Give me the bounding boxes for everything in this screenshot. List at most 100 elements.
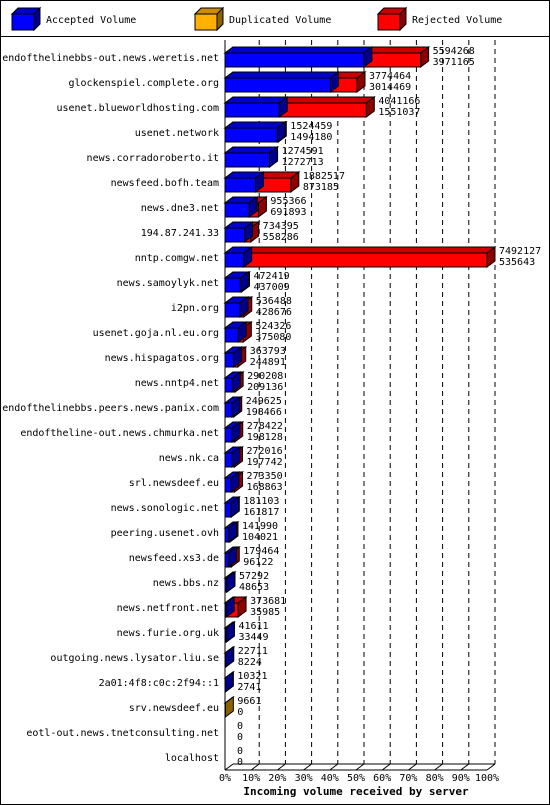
value-label: 536488 [256,296,292,307]
value-label: 524326 [255,321,291,332]
x-tick [250,763,260,771]
bar-top [223,121,287,129]
y-tick-label: nntp.comgw.net [135,253,219,264]
x-tick [224,763,234,771]
y-tick-label: glockenspiel.complete.org [68,78,219,89]
value-label: 558286 [263,232,299,243]
value-label: 22711 [238,646,268,657]
y-tick-label: eotl-out.news.tnetconsulting.net [26,728,219,739]
y-tick-label: news.nntp4.net [135,378,219,389]
value-label: 428676 [256,307,292,318]
bar [224,527,230,543]
y-tick-label: usenet.network [135,128,219,139]
x-axis-title: Incoming volume received by server [243,785,469,798]
value-label: 1551037 [378,107,420,118]
value-label: 48653 [239,582,269,593]
y-tick-label: news.netfront.net [117,603,219,614]
value-label: 1272713 [282,157,324,168]
bar [224,177,257,193]
value-label: 244891 [250,357,286,368]
value-label: 4041166 [378,96,420,107]
y-tick-label: news.bbs.nz [153,578,219,589]
y-tick-label: news.nk.ca [159,453,219,464]
x-tick [486,763,496,771]
x-tick-label: 60% [373,773,391,784]
bar [224,252,245,268]
value-label: 181103 [243,496,279,507]
y-tick-label: srv.newsdeef.eu [129,703,219,714]
x-tick-label: 50% [347,773,365,784]
bar [224,252,488,268]
bar [224,577,228,593]
y-tick-label: news.corradoroberto.it [87,153,219,164]
x-tick [329,763,339,771]
bar-top [223,146,280,154]
y-tick-label: i2pn.org [171,303,219,314]
x-tick-label: 90% [452,773,470,784]
bar [224,277,241,293]
bar [224,627,227,643]
x-tick-label: 40% [321,773,339,784]
x-tick-label: 100% [475,773,499,784]
bar [224,127,278,143]
bar [224,52,365,68]
value-label: 5594268 [433,46,475,57]
value-label: 1524459 [290,121,332,132]
x-tick-label: 0% [219,773,231,784]
y-tick-label: outgoing.news.lysator.liu.se [50,653,219,664]
x-tick [381,763,391,771]
bar [224,227,246,243]
y-tick-label: endofthelinebbs.peers.news.panix.com [2,403,219,414]
x-tick-label: 70% [399,773,417,784]
bar [224,352,235,368]
x-tick [355,763,365,771]
value-label: 535643 [499,257,535,268]
y-tick-label: 2a01:4f8:c0c:2f94::1 [99,678,219,689]
legend-label: Rejected Volume [412,15,502,26]
bar [224,377,233,393]
value-label: 209136 [247,382,283,393]
value-label: 197742 [247,457,283,468]
bar [224,477,232,493]
value-label: 734395 [263,221,299,232]
bar [224,152,271,168]
value-label: 3014469 [369,82,411,93]
y-tick-label: news.furie.org.uk [117,628,219,639]
bar [224,302,241,318]
bar [224,77,331,93]
value-label: 57292 [239,571,269,582]
y-tick-label: srl.newsdeef.eu [129,478,219,489]
x-tick-label: 30% [295,773,313,784]
value-label: 161817 [243,507,279,518]
value-label: 691893 [270,207,306,218]
value-label: 472419 [254,271,290,282]
value-label: 198466 [246,407,282,418]
y-tick-label: news.dne3.net [141,203,219,214]
legend-swatch [11,13,35,31]
value-label: 278422 [247,421,283,432]
value-label: 0 [237,721,243,732]
bar-top [223,71,340,79]
value-label: 104021 [242,532,278,543]
value-label: 0 [237,757,243,768]
bar [224,102,280,118]
value-label: 272016 [247,446,283,457]
y-tick-label: endoftheline-out.news.chmurka.net [20,428,219,439]
value-label: 375080 [255,332,291,343]
value-label: 33449 [238,632,268,643]
value-label: 249625 [246,396,282,407]
y-tick-label: newsfeed.xs3.de [129,553,219,564]
value-label: 1882517 [303,171,345,182]
y-tick-label: usenet.goja.nl.eu.org [93,328,219,339]
legend-label: Duplicated Volume [229,15,331,26]
value-label: 955366 [270,196,306,207]
value-label: 373681 [250,596,286,607]
x-tick [434,763,443,771]
value-label: 141990 [242,521,278,532]
x-tick-label: 80% [426,773,444,784]
y-tick-label: news.sonologic.net [111,503,219,514]
y-tick-label: news.samoylyk.net [117,278,219,289]
value-label: 290208 [247,371,283,382]
x-tick [460,763,470,771]
value-label: 873185 [303,182,339,193]
